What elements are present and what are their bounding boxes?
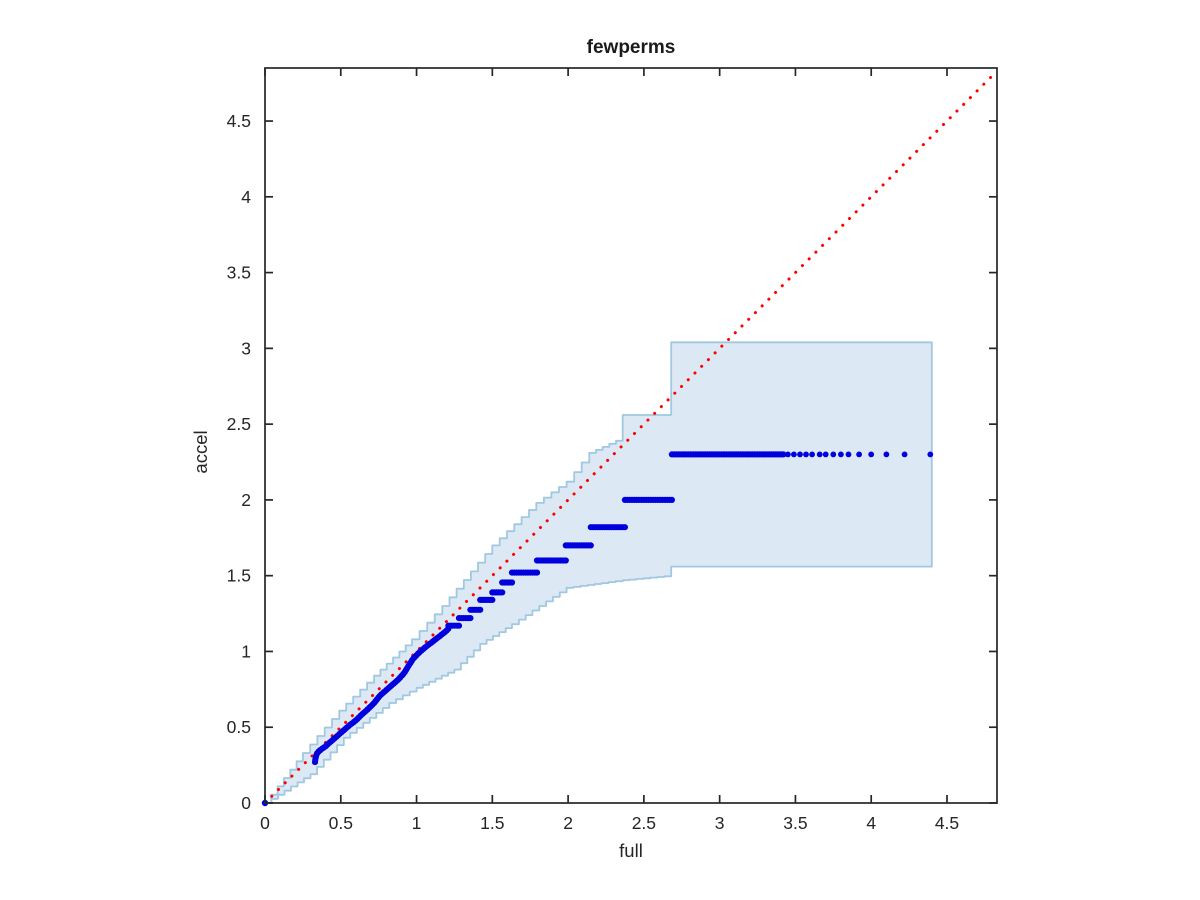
x-axis-label: full	[619, 840, 643, 861]
x-tick-label: 2	[563, 813, 573, 833]
x-tick-label: 2.5	[632, 813, 656, 833]
y-tick-label: 0.5	[227, 717, 251, 737]
plot-title: fewperms	[587, 37, 676, 58]
x-tick-label: 1.5	[480, 813, 504, 833]
confidence-band	[264, 341, 933, 804]
x-tick-label: 0	[260, 813, 270, 833]
tick-labels: 0 0.5 1 1.5 2 2.5 3 3.5 4 4.5 0 0.5 1 1.5 2 2.5 3 3.5 4 4.5	[227, 111, 959, 833]
x-tick-label: 0.5	[329, 813, 353, 833]
y-tick-label: 4.5	[227, 111, 251, 131]
y-tick-label: 4	[241, 187, 251, 207]
y-tick-label: 3	[241, 338, 251, 358]
y-tick-label: 3.5	[227, 263, 251, 283]
y-tick-label: 0	[241, 793, 251, 813]
x-tick-label: 4.5	[935, 813, 959, 833]
x-tick-label: 3	[715, 813, 725, 833]
y-tick-label: 2	[241, 490, 251, 510]
y-tick-label: 1.5	[227, 566, 251, 586]
axes-box	[264, 67, 998, 804]
y-axis-label: accel	[190, 430, 211, 473]
x-tick-label: 4	[866, 813, 876, 833]
reference-line	[263, 69, 999, 805]
y-tick-label: 2.5	[227, 414, 251, 434]
scatter-points	[261, 451, 934, 807]
y-tick-label: 1	[241, 641, 251, 661]
x-tick-label: 3.5	[783, 813, 807, 833]
x-tick-label: 1	[412, 813, 422, 833]
